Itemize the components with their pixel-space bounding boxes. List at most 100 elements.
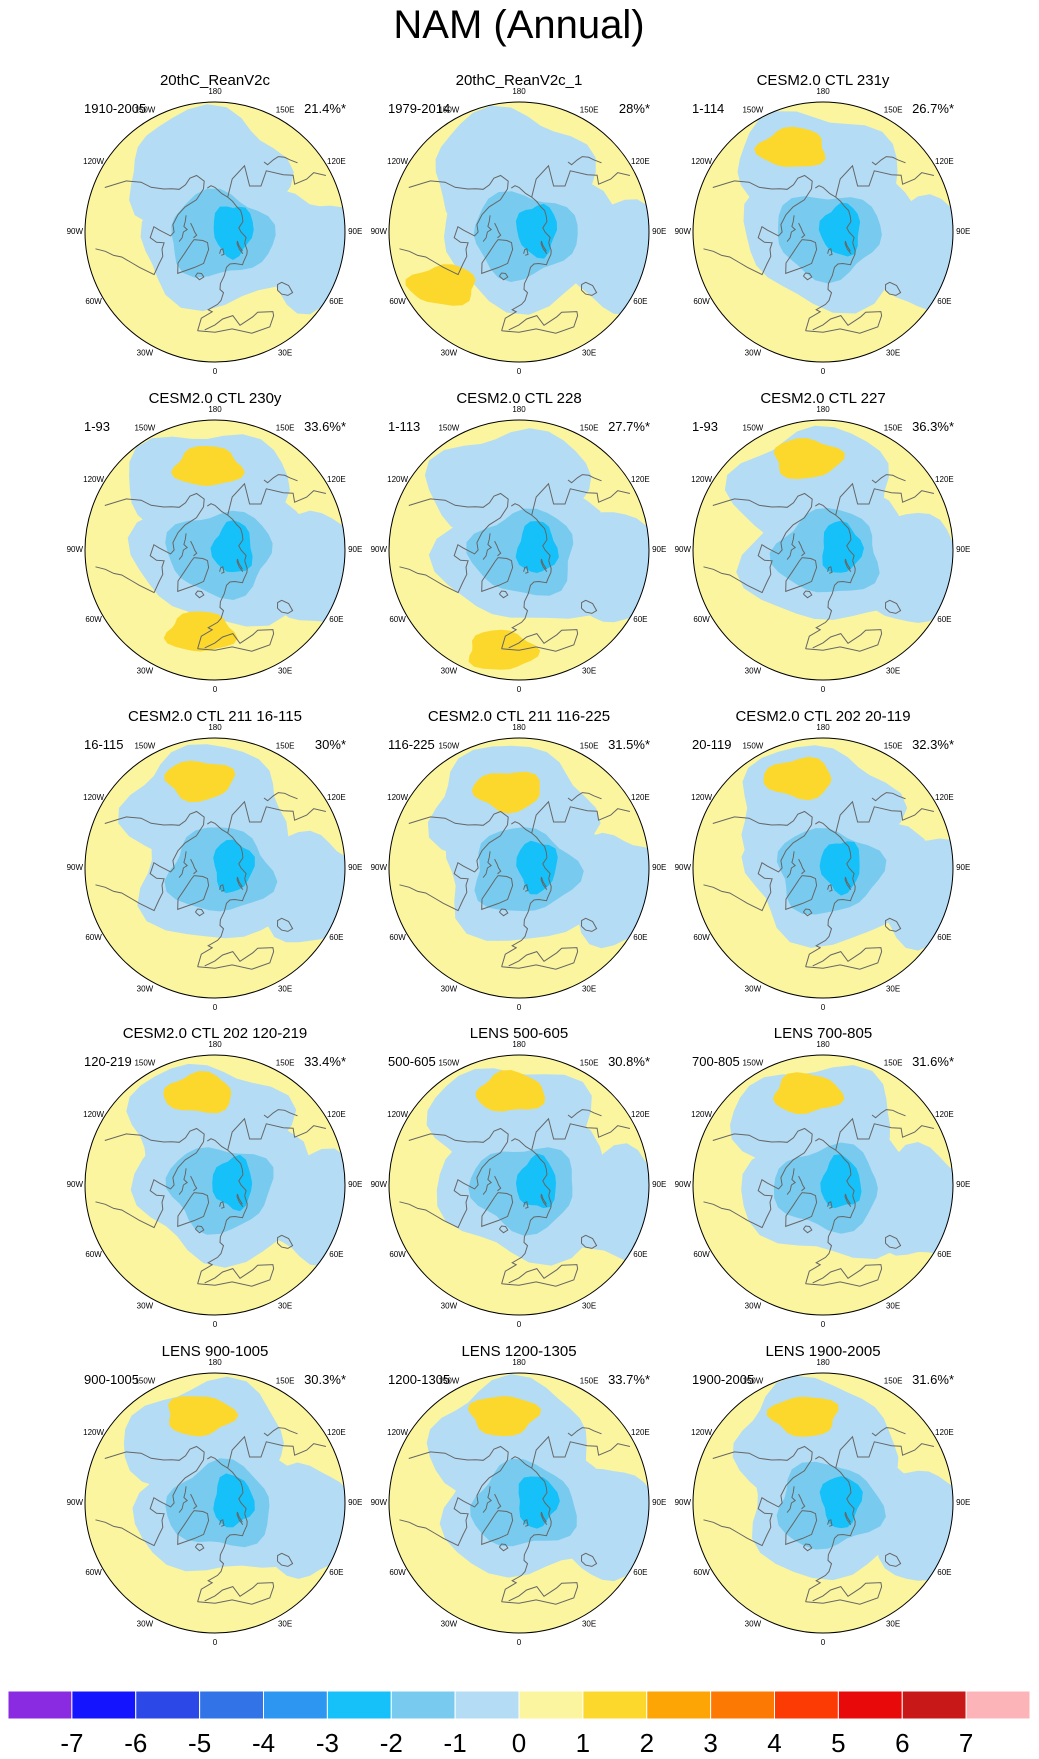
coastline bbox=[871, 156, 906, 166]
longitude-label: 30E bbox=[278, 984, 292, 993]
coastline bbox=[494, 222, 502, 239]
panel-period: 700-805 bbox=[692, 1054, 740, 1069]
longitude-label: 30W bbox=[137, 666, 154, 675]
longitude-label: 30W bbox=[137, 1619, 154, 1628]
coastline bbox=[827, 566, 833, 574]
coastline bbox=[194, 908, 205, 917]
coastlines bbox=[95, 1109, 327, 1287]
coastlines bbox=[95, 792, 327, 970]
longitude-label: 90W bbox=[675, 227, 692, 236]
longitude-label: 90E bbox=[956, 1180, 970, 1189]
coastline bbox=[540, 1511, 548, 1525]
longitude-label: 30E bbox=[582, 984, 596, 993]
coastline bbox=[712, 1127, 813, 1143]
longitude-label: 90E bbox=[956, 545, 970, 554]
longitude-label: 60W bbox=[85, 615, 102, 624]
longitude-label: 90E bbox=[956, 1498, 970, 1507]
longitude-label: 60E bbox=[633, 615, 647, 624]
coastlines bbox=[399, 156, 631, 334]
coastline bbox=[786, 1486, 797, 1513]
panel-period: 20-119 bbox=[692, 737, 732, 752]
coastline bbox=[408, 1127, 509, 1143]
coastline bbox=[263, 156, 298, 166]
longitude-label: 180 bbox=[512, 87, 526, 96]
longitude-label: 30E bbox=[886, 1619, 900, 1628]
longitude-label: 150W bbox=[134, 1377, 155, 1386]
coastline bbox=[104, 1445, 205, 1461]
longitude-label: 0 bbox=[213, 367, 218, 376]
coastline bbox=[531, 800, 631, 834]
panel-title: CESM2.0 CTL 228 bbox=[456, 390, 581, 407]
contour-neg1-asia bbox=[257, 1148, 345, 1267]
panel-period: 120-219 bbox=[84, 1054, 132, 1069]
longitude-label: 90W bbox=[371, 227, 388, 236]
coastline bbox=[219, 248, 225, 256]
panel-variance: 30.3%* bbox=[304, 1372, 346, 1387]
coastline bbox=[482, 533, 493, 560]
longitude-label: 60E bbox=[937, 615, 951, 624]
longitude-label: 120E bbox=[631, 1428, 650, 1437]
longitude-label: 120W bbox=[83, 157, 104, 166]
coastline bbox=[827, 1201, 833, 1209]
coastline bbox=[567, 1427, 602, 1437]
coastline bbox=[197, 1195, 248, 1284]
coastline bbox=[236, 558, 244, 572]
coastline bbox=[786, 533, 797, 560]
panel-period: 116-225 bbox=[388, 737, 435, 752]
contour-neg1-asia bbox=[558, 512, 649, 623]
map-panel: 180 150E 120E 90E 60E 30E 0 30W 60W 90W 120W 150W CE… bbox=[67, 708, 363, 1012]
coastline bbox=[498, 1225, 509, 1234]
coastline bbox=[263, 474, 298, 484]
coastline bbox=[835, 1435, 935, 1469]
longitude-label: 120W bbox=[387, 793, 408, 802]
coastline bbox=[494, 858, 502, 875]
coastline bbox=[178, 533, 189, 560]
coastline bbox=[785, 557, 818, 593]
coastline bbox=[104, 1127, 205, 1143]
colorbar-label: 6 bbox=[895, 1728, 909, 1758]
coastline bbox=[802, 1225, 813, 1234]
longitude-label: 90W bbox=[67, 545, 84, 554]
coastline bbox=[567, 474, 602, 484]
map-border bbox=[388, 101, 650, 363]
longitude-label: 150E bbox=[884, 424, 903, 433]
contour-neg1-asia bbox=[867, 1470, 953, 1581]
longitude-label: 60W bbox=[389, 615, 406, 624]
longitude-label: 120W bbox=[83, 793, 104, 802]
coastline bbox=[501, 1582, 579, 1605]
longitude-label: 180 bbox=[208, 723, 222, 732]
coastline bbox=[501, 1513, 552, 1602]
longitude-label: 30E bbox=[582, 1619, 596, 1628]
coastline bbox=[531, 1117, 631, 1151]
coastline bbox=[815, 1456, 855, 1514]
coastline bbox=[178, 1168, 189, 1195]
panel-variance: 33.4%* bbox=[304, 1054, 346, 1069]
coastlines bbox=[95, 474, 327, 652]
coastline bbox=[805, 242, 856, 331]
coastline bbox=[207, 185, 247, 243]
colorbar-swatch bbox=[390, 1690, 456, 1720]
longitude-label: 0 bbox=[821, 1003, 826, 1012]
longitude-label: 150E bbox=[580, 1377, 599, 1386]
longitude-label: 60E bbox=[937, 933, 951, 942]
map-panel: 180 150E 120E 90E 60E 30E 0 30W 60W 90W 120W 150W 20… bbox=[67, 72, 363, 376]
coastline bbox=[871, 792, 906, 802]
coastline bbox=[408, 174, 509, 190]
longitude-label: 150W bbox=[134, 742, 155, 751]
coastline bbox=[501, 311, 579, 334]
longitude-label: 150W bbox=[438, 424, 459, 433]
coastline bbox=[494, 1175, 502, 1192]
colorbar-swatch bbox=[199, 1690, 265, 1720]
longitude-label: 90W bbox=[67, 1498, 84, 1507]
coastline bbox=[703, 824, 812, 912]
coastline bbox=[482, 851, 493, 878]
longitude-label: 60E bbox=[329, 297, 343, 306]
coastline bbox=[540, 558, 548, 572]
longitude-label: 60E bbox=[329, 933, 343, 942]
panel-title: LENS 1200-1305 bbox=[461, 1343, 576, 1360]
coastline bbox=[567, 156, 602, 166]
coastline bbox=[785, 239, 818, 275]
longitude-label: 30W bbox=[745, 984, 762, 993]
longitude-label: 150E bbox=[580, 106, 599, 115]
coastline bbox=[190, 540, 198, 557]
